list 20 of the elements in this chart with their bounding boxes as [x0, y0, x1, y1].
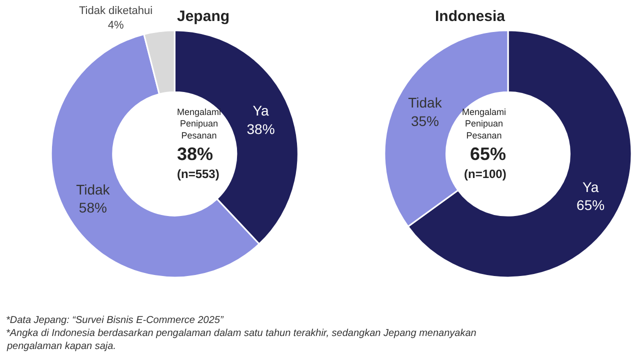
- data-label: 38%: [246, 120, 275, 137]
- text: Mengalami Penipuan Pesanan: [462, 107, 506, 140]
- slice-label: Ya: [582, 178, 599, 195]
- text: *Angka di Indonesia berdasarkan pengalaman dalam satu tahun terakhir, sedangkan Jepang menanyakan pengalaman kapan saja.: [6, 328, 477, 352]
- text: (n=100): [464, 167, 506, 181]
- data-label: 65%: [576, 197, 605, 214]
- slice-label: Tidak diketahui: [78, 5, 153, 18]
- text: (n=553): [177, 167, 220, 181]
- slice-label: Tidak: [76, 181, 111, 198]
- data-label: 35%: [410, 112, 439, 129]
- data-label: 4%: [108, 20, 124, 32]
- data-label: 58%: [78, 200, 107, 216]
- text: *Data Jepang: “Survei Bisnis E-Commerce 2025”: [6, 315, 224, 326]
- slice-label: Tidak: [408, 94, 443, 111]
- chart-title: Indonesia: [435, 8, 506, 25]
- text: 65%: [470, 144, 506, 164]
- chart-title: Jepang: [177, 8, 230, 25]
- text: Mengalami Penipuan Pesanan: [177, 107, 222, 140]
- slice-label: Ya: [252, 102, 270, 119]
- text: 38%: [177, 144, 214, 164]
